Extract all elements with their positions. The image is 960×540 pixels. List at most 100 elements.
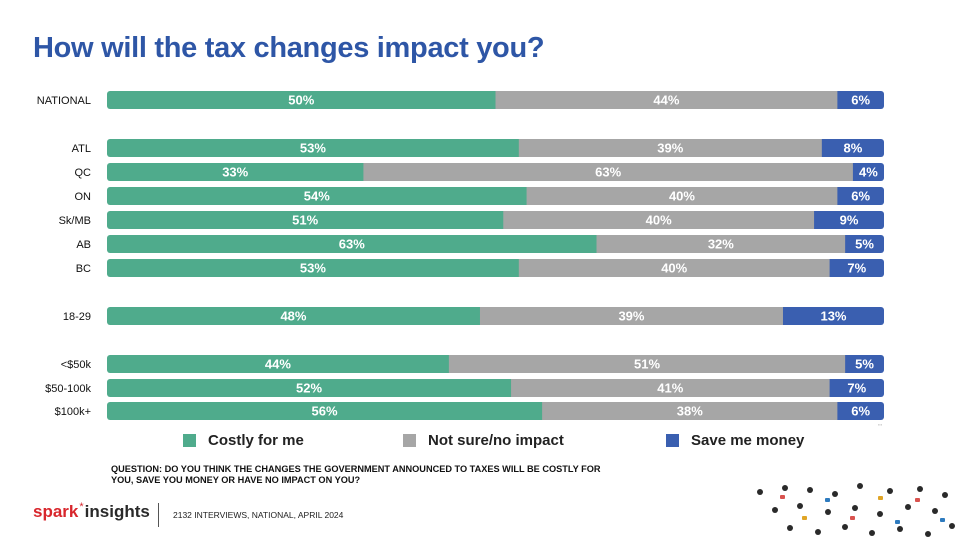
bar-segment-notsure-sk-mb <box>503 211 815 229</box>
bar-segment-save-national <box>837 91 884 109</box>
category-label-100k: $100k+ <box>55 406 91 418</box>
category-label-qc: QC <box>75 167 92 179</box>
category-label-50-100k: $50-100k <box>45 383 91 395</box>
legend-label-save: Save me money <box>691 432 805 449</box>
data-label-notsure-atl: 39% <box>657 141 683 156</box>
bar-segment-costly-18-29 <box>107 307 481 325</box>
bar-row-ab <box>107 235 884 253</box>
data-label-costly-100k: 56% <box>312 404 338 419</box>
bar-segment-notsure-atl <box>518 139 823 157</box>
bar-segment-save-50k <box>845 355 884 373</box>
data-label-notsure-on: 40% <box>669 189 695 204</box>
data-label-save-50k: 5% <box>855 357 874 372</box>
category-label-18-29: 18-29 <box>63 311 91 323</box>
bar-segment-save-atl <box>821 139 884 157</box>
legend-swatch-save <box>666 434 679 447</box>
bar-row-qc <box>107 163 884 181</box>
data-label-save-ab: 5% <box>855 237 874 252</box>
data-label-costly-ab: 63% <box>339 237 365 252</box>
data-label-save-on: 6% <box>851 189 870 204</box>
brand-logo-part1: spark <box>33 502 79 521</box>
bar-row-on <box>107 187 884 205</box>
data-label-notsure-50k: 51% <box>634 357 660 372</box>
bar-row-50-100k <box>107 379 884 397</box>
bar-row-18-29 <box>107 307 884 325</box>
bar-segment-costly-sk-mb <box>107 211 504 229</box>
bar-segment-costly-on <box>107 187 528 205</box>
data-label-save-sk-mb: 9% <box>840 213 859 228</box>
bar-segment-notsure-bc <box>518 259 831 277</box>
bar-segment-save-100k <box>837 402 884 420</box>
legend-label-notsure: Not sure/no impact <box>428 432 564 449</box>
bar-row-bc <box>107 259 884 277</box>
data-label-notsure-bc: 40% <box>661 261 687 276</box>
bar-row-sk-mb <box>107 211 884 229</box>
bar-segment-notsure-on <box>526 187 838 205</box>
crowd-dots <box>757 483 955 537</box>
data-label-costly-national: 50% <box>288 93 314 108</box>
bar-segment-save-on <box>837 187 884 205</box>
data-label-notsure-ab: 32% <box>708 237 734 252</box>
bar-segment-notsure-50-100k <box>511 379 831 397</box>
data-label-notsure-18-29: 39% <box>618 309 644 324</box>
bar-segment-notsure-50k <box>448 355 846 373</box>
bar-segment-save-50-100k <box>829 379 884 397</box>
bar-segment-notsure-ab <box>596 235 846 253</box>
data-label-costly-50k: 44% <box>265 357 291 372</box>
data-label-notsure-100k: 38% <box>677 404 703 419</box>
bar-segment-costly-100k <box>107 402 543 420</box>
bar-segment-notsure-18-29 <box>479 307 784 325</box>
legend-item-notsure: Not sure/no impact <box>403 432 564 449</box>
brand-logo: spark * insights <box>33 501 150 522</box>
category-label-sk-mb: Sk/MB <box>59 215 91 227</box>
data-label-costly-18-29: 48% <box>280 309 306 324</box>
category-label-national: NATIONAL <box>37 95 91 107</box>
legend-label-costly: Costly for me <box>208 432 304 449</box>
legend-swatch-notsure <box>403 434 416 447</box>
category-label-ab: AB <box>76 239 91 251</box>
bar-segment-costly-bc <box>107 259 520 277</box>
bar-segment-save-18-29 <box>782 307 884 325</box>
bar-segment-costly-national <box>107 91 497 109</box>
data-label-save-50-100k: 7% <box>847 381 866 396</box>
bar-segment-notsure-national <box>495 91 838 109</box>
bar-segment-save-bc <box>829 259 884 277</box>
bar-segment-save-qc <box>852 163 884 181</box>
category-label-on: ON <box>75 191 92 203</box>
bar-row-atl <box>107 139 884 157</box>
data-label-save-bc: 7% <box>847 261 866 276</box>
category-label-50k: <$50k <box>61 359 92 371</box>
data-label-save-atl: 8% <box>844 141 863 156</box>
bar-segment-notsure-qc <box>363 163 854 181</box>
brand-logo-star: * <box>79 501 84 513</box>
legend-swatch-costly <box>183 434 196 447</box>
footer-note: 2132 INTERVIEWS, NATIONAL, APRIL 2024 <box>173 510 344 520</box>
bar-segment-costly-qc <box>107 163 365 181</box>
data-label-save-18-29: 13% <box>820 309 846 324</box>
bar-row-50k <box>107 355 884 373</box>
bar-row-100k <box>107 402 884 420</box>
data-label-save-100k: 6% <box>851 404 870 419</box>
data-label-notsure-sk-mb: 40% <box>646 213 672 228</box>
data-label-costly-bc: 53% <box>300 261 326 276</box>
stacked-bar-chart: NATIONAL 50% 44% 6% ATL 53% 39% 8% QC 33% 63% 4% ON 5… <box>37 91 884 420</box>
bar-segment-costly-ab <box>107 235 598 253</box>
data-label-costly-on: 54% <box>304 189 330 204</box>
bar-segment-save-ab <box>845 235 884 253</box>
data-label-costly-qc: 33% <box>222 165 248 180</box>
bar-row-national <box>107 91 884 109</box>
corner-mark: ▪▪▪ <box>878 422 883 427</box>
data-label-costly-atl: 53% <box>300 141 326 156</box>
data-label-costly-sk-mb: 51% <box>292 213 318 228</box>
bar-segment-save-sk-mb <box>814 211 884 229</box>
legend-item-costly: Costly for me <box>183 432 304 449</box>
brand-logo-part2: insights <box>84 502 150 521</box>
data-label-notsure-qc: 63% <box>595 165 621 180</box>
bar-segment-costly-50k <box>107 355 450 373</box>
data-label-notsure-50-100k: 41% <box>657 381 683 396</box>
chart-title: How will the tax changes impact you? <box>33 32 545 64</box>
data-label-save-qc: 4% <box>859 165 878 180</box>
data-label-costly-50-100k: 52% <box>296 381 322 396</box>
data-label-save-national: 6% <box>851 93 870 108</box>
footer-divider <box>158 503 159 527</box>
